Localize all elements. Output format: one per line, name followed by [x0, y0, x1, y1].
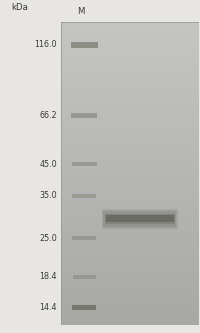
Bar	[72, 162, 96, 166]
Bar	[72, 305, 96, 310]
Bar	[103, 211, 176, 227]
Text: 25.0: 25.0	[39, 234, 57, 243]
Text: 66.2: 66.2	[39, 111, 57, 120]
Text: 45.0: 45.0	[39, 160, 57, 169]
Bar	[72, 194, 96, 198]
Text: 18.4: 18.4	[39, 272, 57, 281]
Text: M: M	[77, 7, 85, 16]
Text: 14.4: 14.4	[39, 303, 57, 312]
Bar	[102, 208, 178, 229]
Text: 35.0: 35.0	[39, 191, 57, 200]
Bar	[70, 42, 98, 48]
Text: 116.0: 116.0	[34, 41, 57, 50]
Bar	[105, 213, 175, 224]
Bar	[71, 113, 97, 118]
Text: kDa: kDa	[12, 3, 28, 12]
Bar	[106, 215, 174, 222]
Bar	[72, 275, 96, 279]
Bar	[72, 236, 96, 240]
